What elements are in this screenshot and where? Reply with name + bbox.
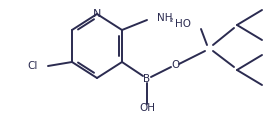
Text: ₂: ₂ <box>170 16 173 24</box>
Text: Cl: Cl <box>28 61 38 71</box>
Text: B: B <box>143 74 151 84</box>
Text: N: N <box>93 9 101 19</box>
Text: O: O <box>171 60 179 70</box>
Text: OH: OH <box>139 103 155 113</box>
Text: HO: HO <box>175 19 191 29</box>
Text: NH: NH <box>157 13 172 23</box>
